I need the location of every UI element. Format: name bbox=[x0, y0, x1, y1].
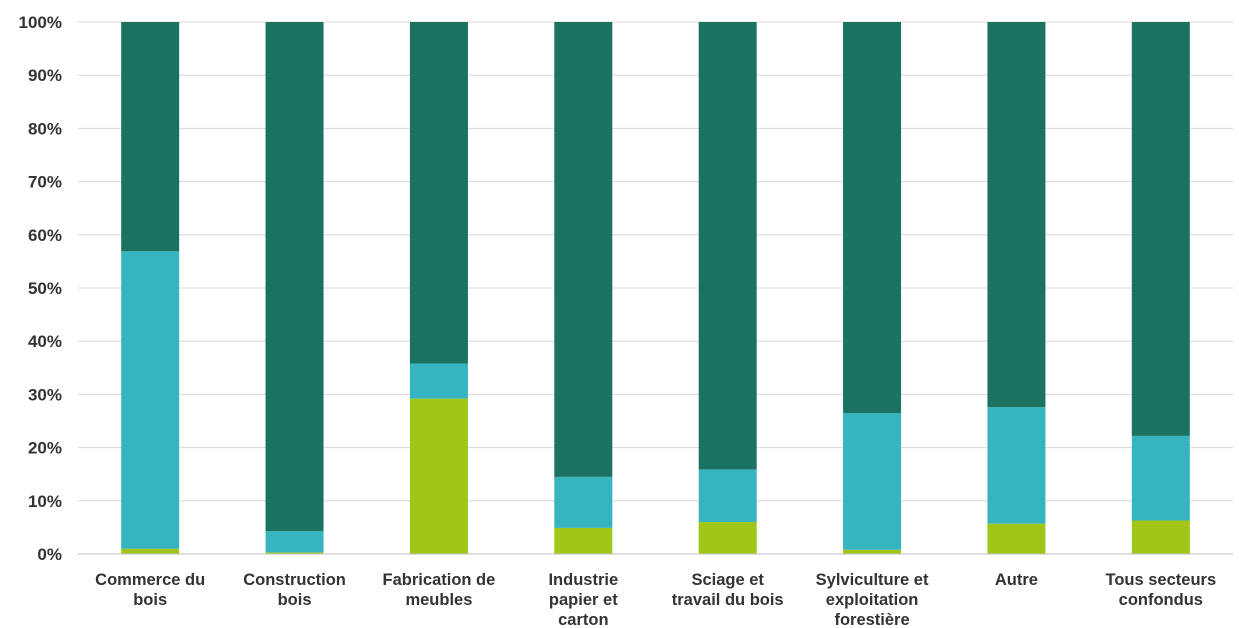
y-tick-label: 10% bbox=[28, 492, 62, 511]
x-category-label: Tous secteurs confondus bbox=[1105, 571, 1216, 609]
x-category-label: Fabrication de meubles bbox=[383, 571, 496, 609]
bar-segment bbox=[265, 531, 324, 553]
bar-segment bbox=[554, 22, 613, 477]
y-tick-label: 100% bbox=[19, 13, 62, 32]
x-category-label: Sciage et travail du bois bbox=[672, 571, 784, 609]
bar-segment bbox=[121, 548, 180, 554]
bar-segment bbox=[121, 22, 180, 252]
y-tick-label: 90% bbox=[28, 66, 62, 85]
bar-segment bbox=[1131, 435, 1190, 521]
y-tick-label: 0% bbox=[37, 545, 62, 564]
bar-segment bbox=[843, 549, 902, 554]
bar-segment bbox=[1131, 520, 1190, 554]
x-category-label: Commerce du bois bbox=[95, 571, 205, 609]
bar-segment bbox=[843, 413, 902, 550]
x-category-label: Sylviculture et exploitation forestière bbox=[816, 571, 929, 628]
bar-segment bbox=[698, 522, 757, 554]
bar-segment bbox=[987, 22, 1046, 408]
bar-segment bbox=[1131, 22, 1190, 436]
bar-segment bbox=[265, 552, 324, 554]
y-tick-label: 70% bbox=[28, 173, 62, 192]
x-category-label: Autre bbox=[995, 571, 1038, 589]
x-category-label: Industrie papier et carton bbox=[548, 571, 618, 628]
y-tick-label: 40% bbox=[28, 332, 62, 351]
y-tick-label: 30% bbox=[28, 385, 62, 404]
bar-segment bbox=[698, 469, 757, 523]
y-tick-label: 20% bbox=[28, 439, 62, 458]
y-tick-label: 60% bbox=[28, 226, 62, 245]
x-category-label: Construction bois bbox=[243, 571, 346, 609]
bar-segment bbox=[409, 398, 468, 554]
bar-segment bbox=[409, 363, 468, 399]
bar-segment bbox=[554, 527, 613, 554]
x-axis-category-labels: Commerce du bois Construction bois Fabricati… bbox=[95, 571, 1216, 628]
bar-segment bbox=[843, 22, 902, 414]
bar-segment bbox=[554, 476, 613, 528]
bar-segment bbox=[987, 407, 1046, 524]
bars bbox=[121, 22, 1190, 554]
y-axis-tick-labels: 0% 10% 20% 30% 40% 50% 60% 70% 80% 90% 100% bbox=[19, 13, 62, 564]
y-tick-label: 50% bbox=[28, 279, 62, 298]
bar-segment bbox=[409, 22, 468, 364]
gridlines bbox=[78, 21, 1233, 502]
bar-segment bbox=[987, 523, 1046, 554]
bar-segment bbox=[698, 22, 757, 470]
y-tick-label: 80% bbox=[28, 119, 62, 138]
bar-segment bbox=[121, 251, 180, 549]
bar-segment bbox=[265, 22, 324, 532]
